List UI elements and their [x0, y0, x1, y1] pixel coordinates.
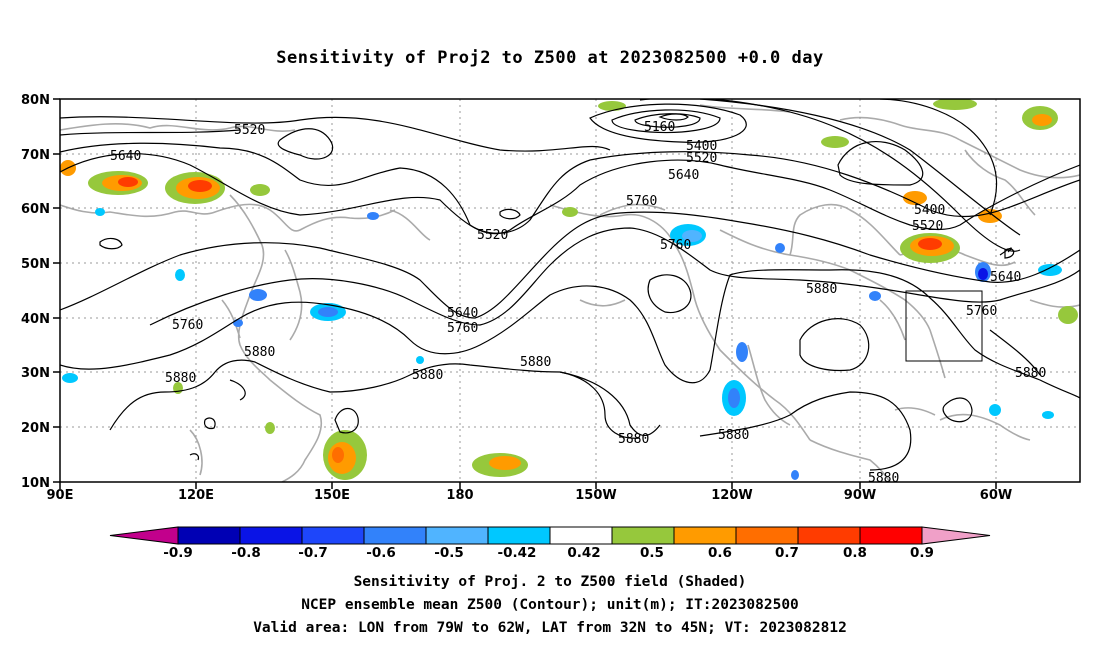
colorbar-box: [673, 526, 737, 545]
contour-label: 5880: [868, 471, 899, 486]
lon-label: 90W: [844, 488, 876, 503]
colorbar-max-triangle: [921, 526, 991, 545]
graticule: [60, 99, 1080, 482]
contour-labels: 5520 5640 5160 5400 5520 5640 5760 5520 …: [110, 120, 1046, 486]
contour-label: 5520: [686, 151, 717, 166]
lat-label: 40N: [21, 312, 50, 327]
contour-label: 5880: [412, 368, 443, 383]
lat-label: 50N: [21, 257, 50, 272]
footer-line-1: Sensitivity of Proj. 2 to Z500 field (Sh…: [353, 574, 747, 590]
footer-line-3: Valid area: LON from 79W to 62W, LAT fro…: [253, 620, 847, 636]
sensitivity-shading: [60, 99, 1078, 480]
lon-label: 150W: [575, 488, 616, 503]
contour-label: 5640: [668, 168, 699, 183]
longitude-labels: 90E 120E 150E 180 150W 120W 90W 60W: [47, 488, 1013, 503]
contour-label: 5400: [914, 203, 945, 218]
map-frame: [59, 98, 1081, 483]
contour-label: 5880: [1015, 366, 1046, 381]
contour-label: 5640: [447, 306, 478, 321]
lat-label: 70N: [21, 148, 50, 163]
colorbar-box: [611, 526, 675, 545]
contour-label: 5760: [660, 238, 691, 253]
colorbar-box: [735, 526, 799, 545]
lat-label: 60N: [21, 202, 50, 217]
colorbar-label: -0.8: [231, 545, 261, 561]
figure-title: Sensitivity of Proj2 to Z500 at 20230825…: [276, 48, 824, 68]
contour-label: 5760: [626, 194, 657, 209]
colorbar-box: [549, 526, 613, 545]
colorbar-label: -0.6: [366, 545, 396, 561]
colorbar-label: -0.7: [298, 545, 328, 561]
contour-label: 5400: [686, 139, 717, 154]
contour-label: 5760: [172, 318, 203, 333]
lon-label: 150E: [314, 488, 350, 503]
colorbar-box: [239, 526, 303, 545]
lon-label: 180: [446, 488, 473, 503]
lat-label: 10N: [21, 476, 50, 491]
colorbar-box: [363, 526, 427, 545]
lat-label: 20N: [21, 421, 50, 436]
footer-line-2: NCEP ensemble mean Z500 (Contour); unit(…: [301, 597, 799, 613]
colorbar-min-triangle: [109, 526, 179, 545]
map-panel: 5520 5640 5160 5400 5520 5640 5760 5520 …: [60, 99, 1080, 486]
colorbar-box: [177, 526, 241, 545]
axis-ticks: [53, 98, 997, 489]
contour-label: 5520: [477, 228, 508, 243]
contour-label: 5880: [806, 282, 837, 297]
z500-contours: [60, 99, 1080, 471]
colorbar-label: 0.7: [775, 545, 799, 561]
contour-label: 5640: [110, 149, 141, 164]
contour-label: 5880: [520, 355, 551, 370]
colorbar-box: [487, 526, 551, 545]
lat-label: 30N: [21, 366, 50, 381]
colorbar-box: [859, 526, 923, 545]
contour-label: 5880: [165, 371, 196, 386]
latitude-labels: 80N 70N 60N 50N 40N 30N 20N 10N: [21, 93, 50, 491]
lon-label: 90E: [47, 488, 74, 503]
contour-label: 5760: [447, 321, 478, 336]
valid-area-box: [905, 290, 983, 362]
contour-label: 5880: [244, 345, 275, 360]
coastlines: [60, 104, 1080, 482]
colorbar: [109, 526, 991, 545]
lon-label: 60W: [980, 488, 1012, 503]
contour-label: 5520: [912, 219, 943, 234]
colorbar-box: [425, 526, 489, 545]
contour-label: 5520: [234, 123, 265, 138]
colorbar-box: [301, 526, 365, 545]
colorbar-labels: -0.9 -0.8 -0.7 -0.6 -0.5 -0.42 0.42 0.5 …: [163, 545, 934, 561]
colorbar-label: 0.42: [567, 545, 600, 561]
colorbar-label: 0.9: [910, 545, 934, 561]
lon-label: 120E: [178, 488, 214, 503]
lon-label: 120W: [711, 488, 752, 503]
contour-label: 5880: [618, 432, 649, 447]
colorbar-label: 0.8: [843, 545, 867, 561]
colorbar-label: 0.6: [708, 545, 732, 561]
contour-label: 5880: [718, 428, 749, 443]
colorbar-label: 0.5: [640, 545, 664, 561]
colorbar-box: [797, 526, 861, 545]
colorbar-label: -0.5: [434, 545, 464, 561]
contour-label: 5640: [990, 270, 1021, 285]
colorbar-label: -0.42: [498, 545, 537, 561]
contour-label: 5160: [644, 120, 675, 135]
lat-label: 80N: [21, 93, 50, 108]
colorbar-label: -0.9: [163, 545, 193, 561]
